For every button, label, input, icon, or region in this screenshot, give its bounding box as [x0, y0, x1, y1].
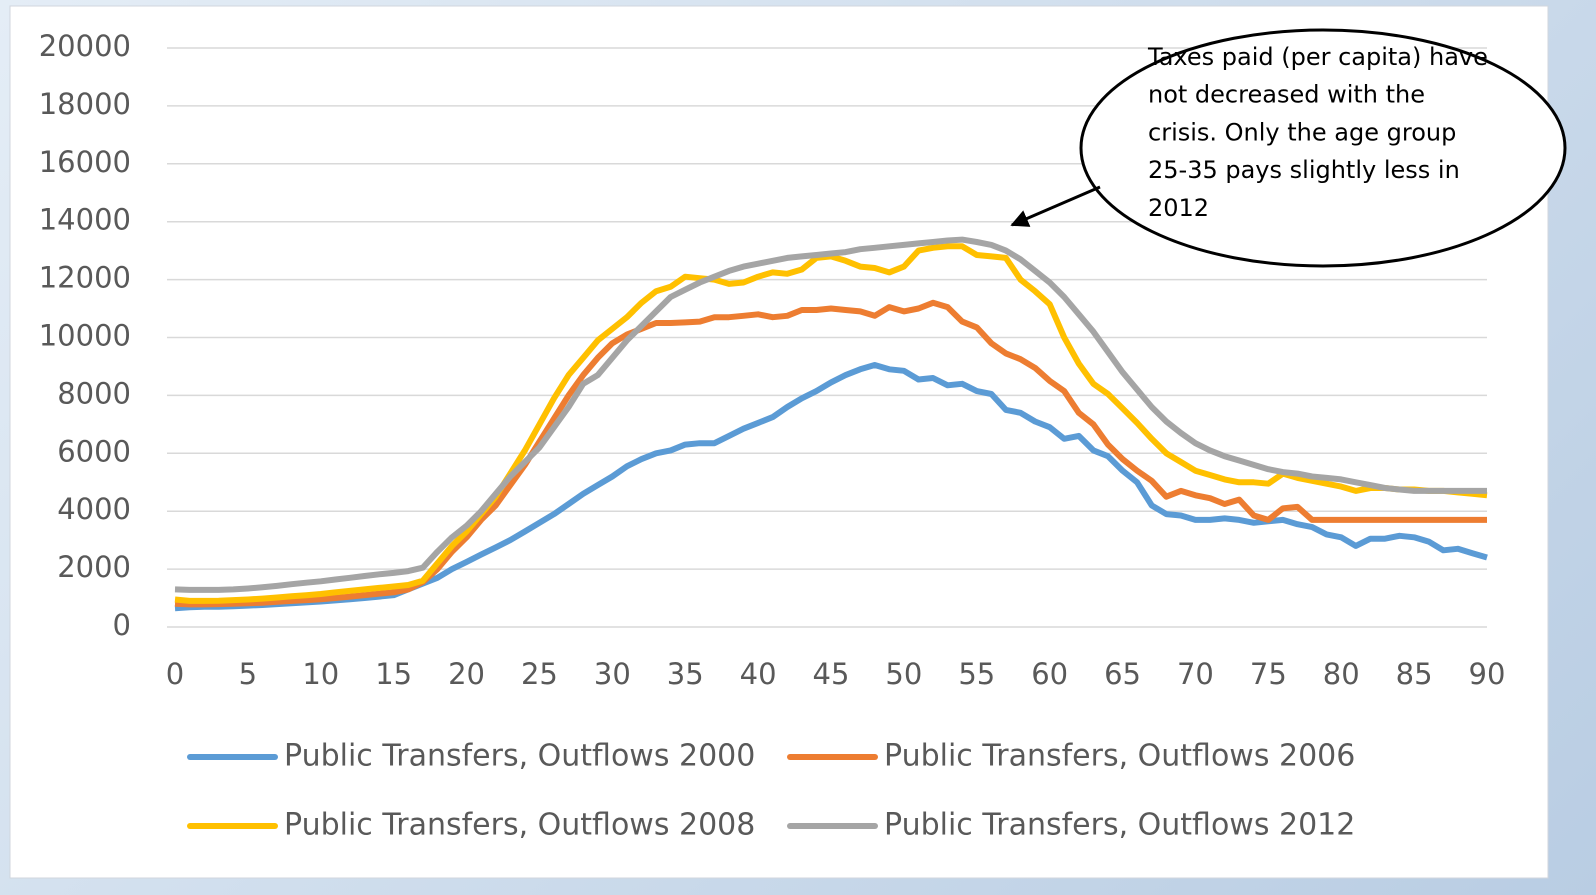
lines	[174, 236, 1488, 612]
x-tick-label: 35	[667, 657, 704, 691]
y-tick-label: 20000	[39, 29, 131, 63]
legend-label: Public Transfers, Outflows 2012	[884, 808, 1355, 843]
y-tick-label: 2000	[57, 550, 131, 584]
x-tick-label: 55	[958, 657, 995, 691]
x-tick-label: 20	[448, 657, 485, 691]
y-tick-label: 8000	[57, 376, 131, 410]
x-tick-label: 50	[885, 657, 922, 691]
x-tick-label: 40	[740, 657, 777, 691]
x-tick-label: 75	[1250, 657, 1287, 691]
y-tick-label: 18000	[39, 87, 131, 121]
annotation-line: not decreased with the	[1148, 81, 1425, 109]
x-tick-label: 85	[1396, 657, 1433, 691]
x-tick-label: 10	[302, 657, 339, 691]
y-tick-label: 0	[113, 608, 131, 642]
y-tick-label: 16000	[39, 145, 131, 179]
x-tick-label: 45	[813, 657, 850, 691]
x-tick-label: 65	[1104, 657, 1141, 691]
grid: 0 2000 4000 6000 8000 10000 12000 14000 16000 180…	[39, 29, 1506, 691]
callout-arrow	[1010, 185, 1101, 227]
annotation-line: crisis. Only the age group	[1148, 118, 1456, 146]
x-tick-label: 25	[521, 657, 558, 691]
annotation-line: 25-35 pays slightly less in	[1148, 156, 1460, 184]
x-tick-label: 30	[594, 657, 631, 691]
annotation-line: Taxes paid (per capita) have	[1147, 43, 1488, 71]
y-tick-label: 12000	[39, 261, 131, 295]
x-tick-label: 90	[1469, 657, 1506, 691]
callout	[1079, 28, 1567, 268]
y-tick-label: 14000	[39, 203, 131, 237]
series-line	[174, 236, 1487, 593]
x-tick-label: 80	[1323, 657, 1360, 691]
x-tick-label: 5	[239, 657, 257, 691]
x-tick-label: 0	[166, 657, 184, 691]
y-tick-label: 6000	[57, 434, 131, 468]
x-tick-label: 60	[1031, 657, 1068, 691]
legend-label: Public Transfers, Outflows 2006	[884, 739, 1355, 774]
x-tick-label: 15	[375, 657, 412, 691]
legend-label: Public Transfers, Outflows 2000	[284, 739, 755, 774]
series-line	[174, 299, 1487, 608]
legend-label: Public Transfers, Outflows 2008	[284, 808, 755, 843]
annotation: Taxes paid (per capita) have not decrease…	[1147, 43, 1488, 222]
annotation-line: 2012	[1148, 194, 1209, 222]
y-tick-label: 4000	[57, 492, 131, 526]
x-tick-label: 70	[1177, 657, 1214, 691]
y-tick-label: 10000	[39, 319, 131, 353]
